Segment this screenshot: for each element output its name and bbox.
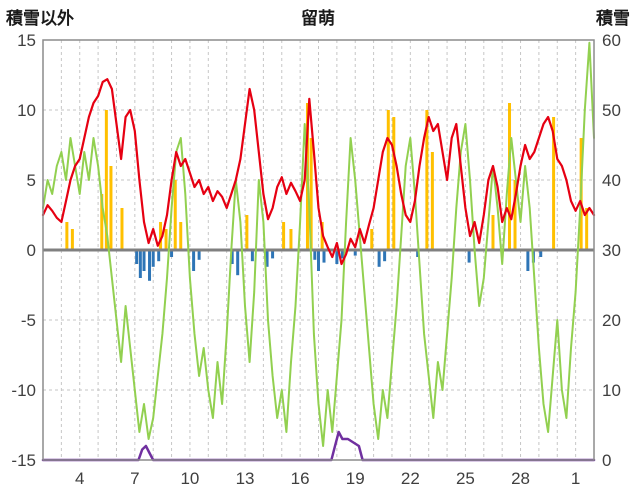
right-axis-tick: 30: [602, 241, 621, 260]
red-line: [41, 78, 596, 266]
left-axis-tick: -15: [11, 451, 36, 470]
left-axis-tick: -10: [11, 381, 36, 400]
x-axis-tick: 16: [291, 469, 310, 488]
x-axis-tick: 13: [236, 469, 255, 488]
x-axis-tick: 25: [456, 469, 475, 488]
x-axis-tick: 19: [346, 469, 365, 488]
right-axis-title: 積雪: [596, 9, 630, 28]
x-axis-tick: 1: [571, 469, 580, 488]
right-axis-tick: 50: [602, 101, 621, 120]
right-axis-tick: 40: [602, 171, 621, 190]
x-axis-tick: 28: [511, 469, 530, 488]
plot-border: [42, 39, 595, 461]
left-axis-tick: 5: [27, 171, 36, 190]
right-axis-tick: 0: [602, 451, 611, 470]
left-axis-tick: 0: [27, 241, 36, 260]
x-axis-tick: 7: [130, 469, 139, 488]
x-axis-tick: 4: [75, 469, 84, 488]
left-axis-tick: 15: [17, 31, 36, 50]
left-axis-title: 積雪以外: [6, 9, 74, 28]
x-axis-tick: 10: [180, 469, 199, 488]
right-axis-tick: 20: [602, 311, 621, 330]
left-axis-tick: 10: [17, 101, 36, 120]
right-axis-tick: 10: [602, 381, 621, 400]
right-axis-tick: 60: [602, 31, 621, 50]
green-line: [42, 41, 595, 447]
x-axis-tick: 22: [401, 469, 420, 488]
purple-line: [41, 430, 596, 462]
chart-title: 留萌: [301, 9, 335, 28]
left-axis-tick: -5: [21, 311, 36, 330]
